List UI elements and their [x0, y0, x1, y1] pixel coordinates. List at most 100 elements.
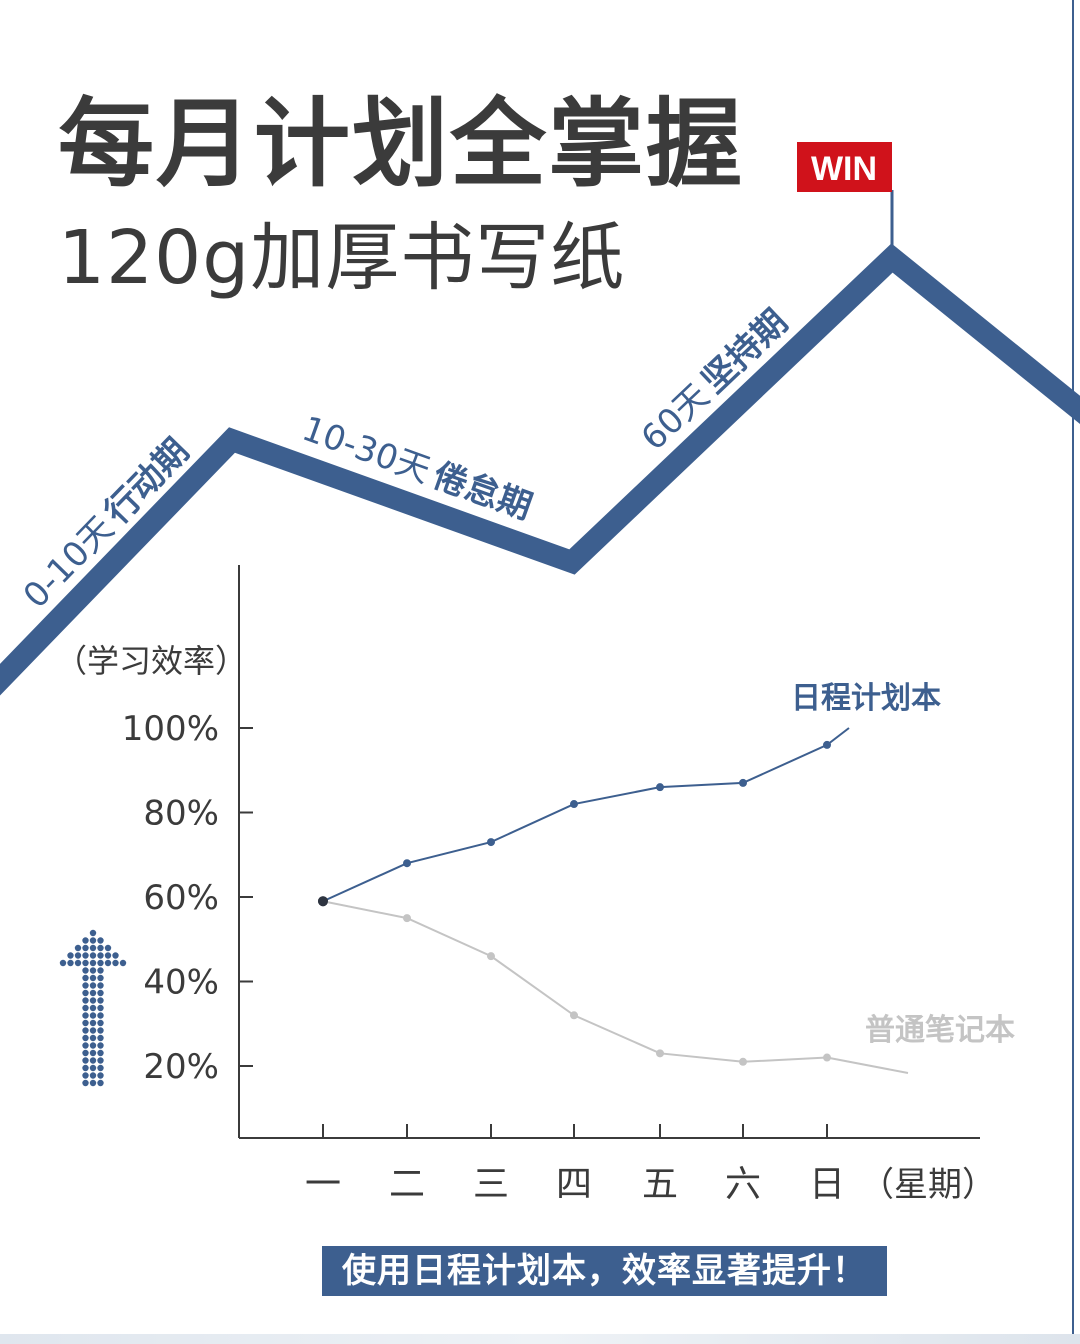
y-tick-label: 40%	[143, 963, 219, 1003]
planner-data-point	[570, 800, 578, 809]
arrow-dot	[82, 1019, 89, 1027]
arrow-dot	[97, 1057, 104, 1064]
planner-series-line	[322, 727, 850, 903]
arrow-dot	[82, 1027, 89, 1034]
x-tick-label: 一	[305, 1164, 341, 1205]
arrow-dot	[82, 937, 89, 944]
planner-data-point	[823, 740, 831, 749]
arrow-dot	[97, 1042, 104, 1049]
arrow-dot	[82, 1049, 89, 1057]
y-tick-label: 60%	[143, 878, 219, 918]
arrow-dot	[97, 959, 104, 967]
arrow-dot	[89, 982, 97, 989]
arrow-dot	[67, 952, 74, 959]
arrow-dot	[82, 959, 89, 967]
arrow-dot	[82, 1012, 89, 1019]
arrow-dot	[82, 997, 89, 1004]
planner-data-point	[656, 783, 664, 792]
bottom-strip	[0, 1334, 1080, 1344]
arrow-dot	[97, 952, 104, 959]
arrow-dot	[97, 1072, 104, 1079]
arrow-dot	[89, 1079, 97, 1087]
arrow-dot	[97, 1064, 104, 1072]
planner-data-point	[403, 859, 411, 868]
arrow-dot	[82, 1034, 89, 1042]
dotted-up-arrow-icon	[59, 929, 127, 1087]
arrow-dot	[89, 1064, 97, 1072]
arrow-dot	[67, 959, 74, 967]
arrow-dot	[89, 989, 97, 997]
arrow-dot	[82, 974, 89, 982]
arrow-dot	[97, 1012, 104, 1019]
arrow-dot	[89, 1072, 97, 1079]
arrow-dot	[89, 937, 97, 944]
arrow-dot	[97, 974, 104, 982]
arrow-dot	[112, 959, 119, 967]
arrow-dot	[82, 1079, 89, 1087]
arrow-dot	[89, 974, 97, 982]
planner-series-label: 日程计划本	[791, 681, 941, 716]
y-tick-label: 100%	[122, 709, 219, 749]
arrow-dot	[97, 967, 104, 974]
arrow-dot	[89, 967, 97, 974]
arrow-dot	[89, 944, 97, 952]
y-tick-label: 20%	[143, 1047, 219, 1087]
arrow-dot	[89, 1042, 97, 1049]
arrow-dot	[97, 989, 104, 997]
arrow-dot	[97, 1049, 104, 1057]
arrow-dot	[89, 997, 97, 1004]
notebook-data-point	[318, 896, 328, 907]
notebook-data-point	[403, 914, 411, 923]
y-tick-label: 80%	[143, 794, 219, 834]
arrow-dot	[97, 937, 104, 944]
page-title: 每月计划全掌握	[58, 88, 744, 200]
notebook-data-point	[656, 1049, 664, 1058]
x-tick-label: 三	[473, 1164, 509, 1205]
notebook-data-point	[823, 1053, 831, 1062]
arrow-dot	[74, 944, 82, 952]
arrow-dot	[89, 929, 97, 937]
arrow-dot	[89, 1019, 97, 1027]
notebook-series-line	[322, 900, 909, 1074]
arrow-dot	[97, 1004, 104, 1012]
arrow-dot	[97, 982, 104, 989]
arrow-dot	[89, 1012, 97, 1019]
arrow-dot	[82, 952, 89, 959]
arrow-dot	[82, 1064, 89, 1072]
arrow-dot	[97, 1027, 104, 1034]
journey-path	[0, 243, 1080, 696]
conclusion-banner: 使用日程计划本，效率显著提升！	[322, 1246, 887, 1296]
arrow-dot	[89, 1034, 97, 1042]
x-axis-label: （星期）	[860, 1165, 996, 1205]
arrow-dot	[74, 959, 82, 967]
arrow-dot	[104, 959, 112, 967]
arrow-dot	[104, 952, 112, 959]
planner-data-point	[739, 778, 747, 787]
arrow-dot	[97, 944, 104, 952]
y-axis-label: （学习效率）	[55, 642, 247, 680]
arrow-dot	[112, 952, 119, 959]
arrow-dot	[82, 982, 89, 989]
x-tick-label: 日	[809, 1164, 845, 1205]
win-flag	[797, 142, 892, 192]
arrow-dot	[89, 959, 97, 967]
arrow-dot	[82, 1072, 89, 1079]
arrow-dot	[89, 1004, 97, 1012]
planner-data-point	[487, 838, 495, 847]
arrow-dot	[89, 1057, 97, 1064]
notebook-series-label: 普通笔记本	[865, 1013, 1015, 1048]
x-tick-label: 六	[725, 1164, 761, 1205]
arrow-dot	[89, 952, 97, 959]
page-subtitle: 120g加厚书写纸	[58, 215, 626, 301]
arrow-dot	[82, 944, 89, 952]
arrow-dot	[74, 952, 82, 959]
arrow-dot	[104, 944, 112, 952]
x-tick-label: 五	[642, 1164, 678, 1205]
arrow-dot	[89, 1049, 97, 1057]
x-tick-label: 二	[389, 1164, 425, 1205]
notebook-data-point	[487, 952, 495, 961]
notebook-data-point	[570, 1011, 578, 1020]
